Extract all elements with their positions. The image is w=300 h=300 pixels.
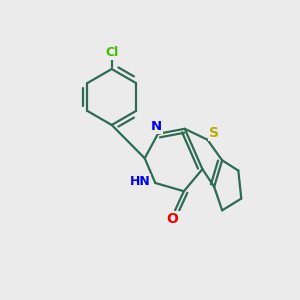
Text: O: O bbox=[167, 212, 178, 226]
Text: Cl: Cl bbox=[105, 46, 118, 59]
Text: S: S bbox=[209, 126, 219, 140]
Text: N: N bbox=[151, 120, 162, 133]
Text: HN: HN bbox=[130, 175, 150, 188]
